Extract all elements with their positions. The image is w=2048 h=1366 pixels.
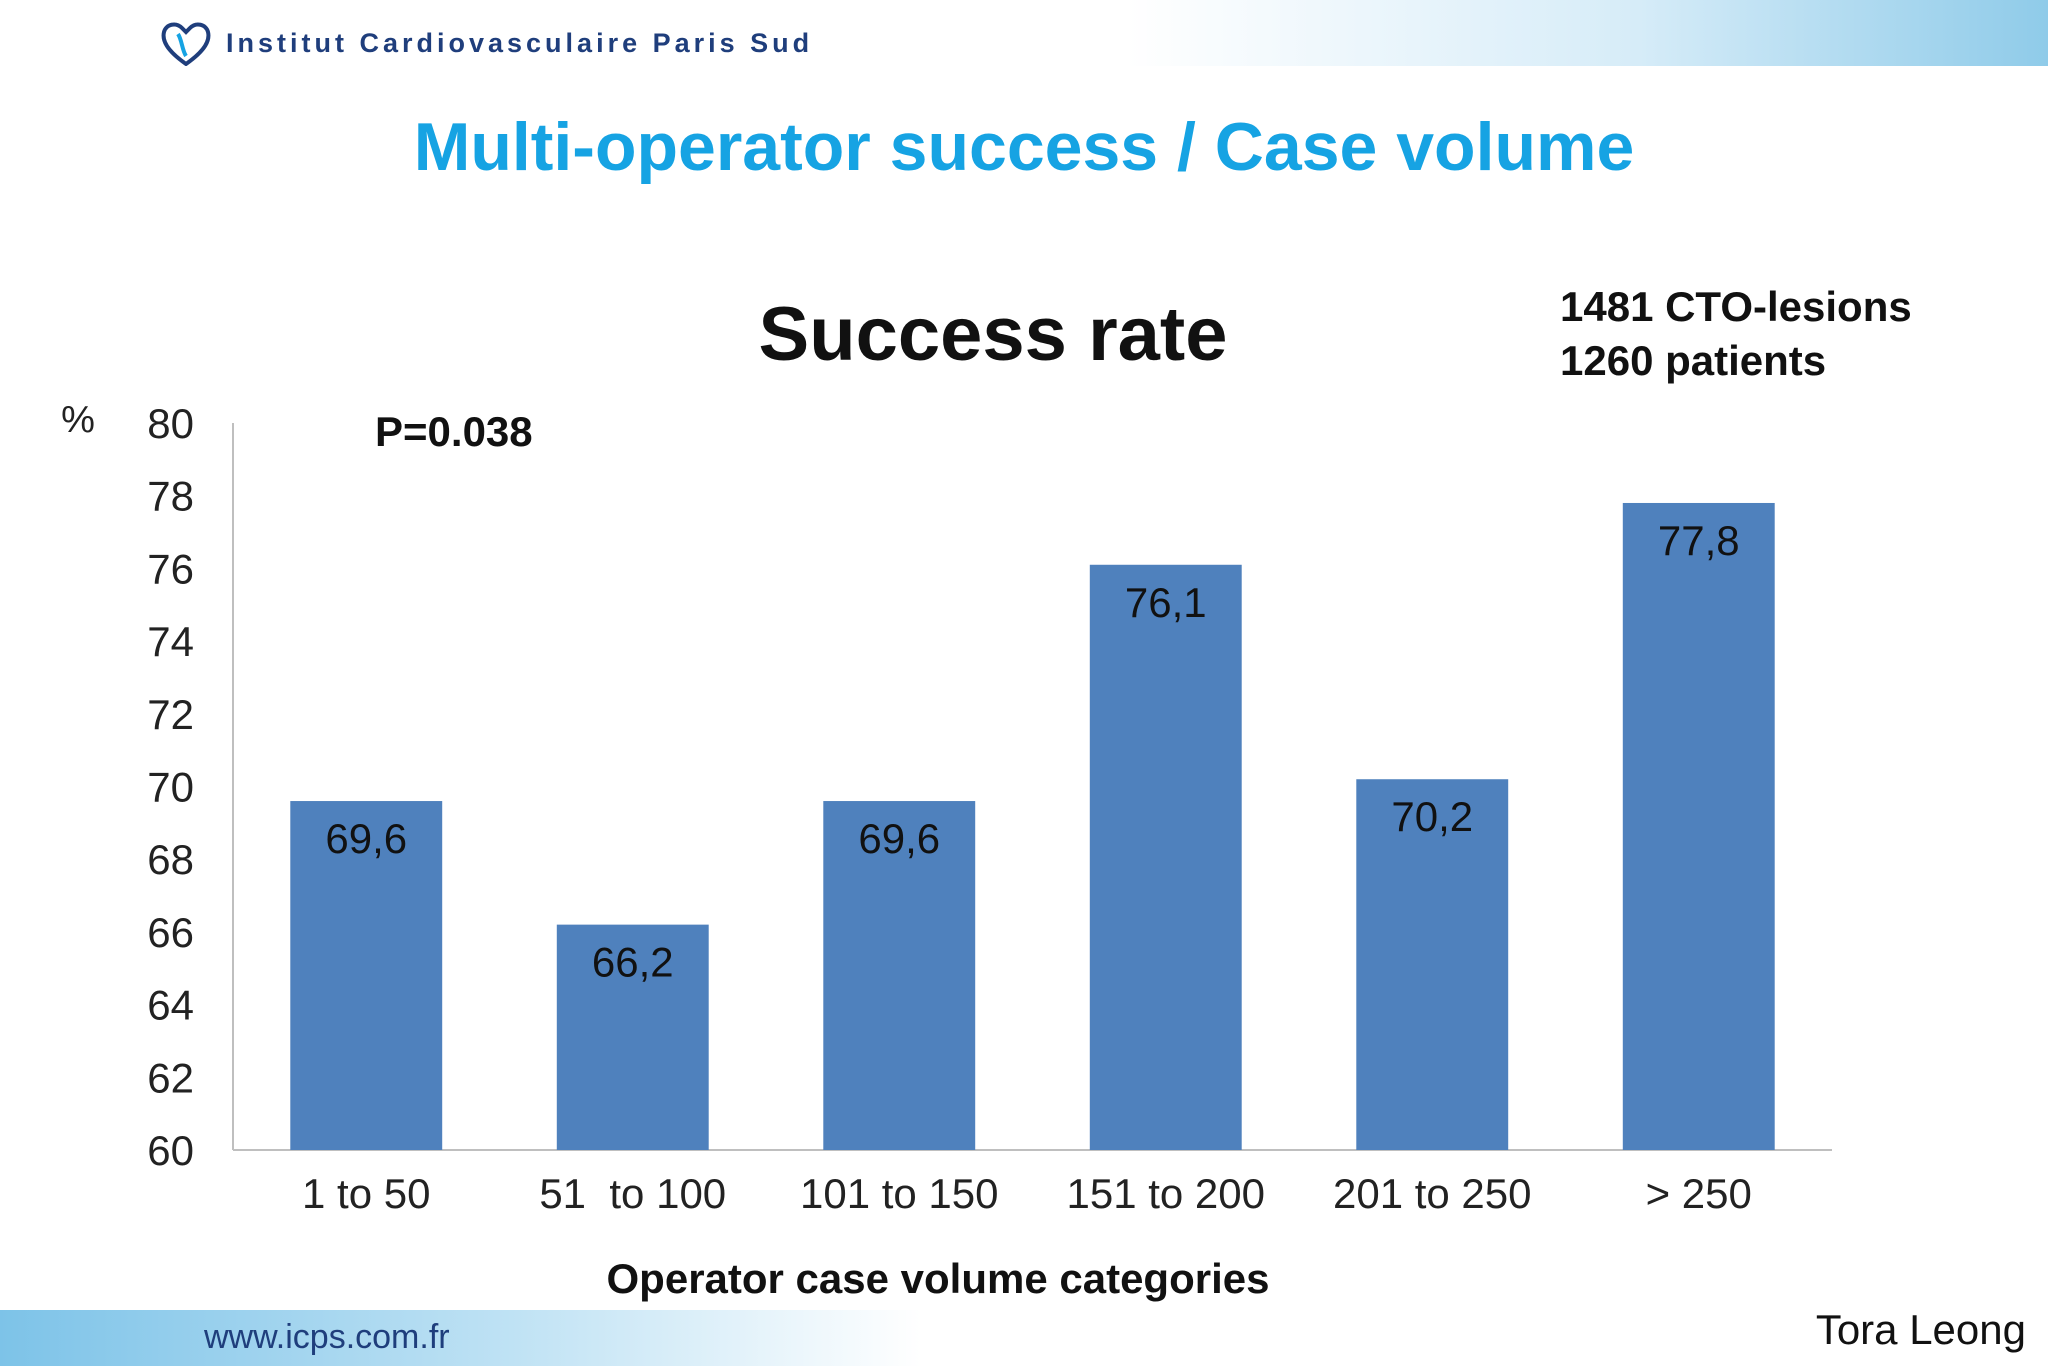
bar-value-label: 66,2 [592, 939, 674, 986]
bar-value-label: 77,8 [1658, 517, 1740, 564]
x-tick-label: 151 to 200 [1066, 1170, 1265, 1217]
bar [556, 924, 709, 1150]
x-tick-label: > 250 [1646, 1170, 1752, 1217]
bar [1089, 564, 1242, 1150]
header-band [0, 0, 2048, 66]
y-tick-label: 70 [147, 764, 194, 811]
y-tick-label: 76 [147, 545, 194, 592]
x-tick-label: 1 to 50 [302, 1170, 430, 1217]
author-name: Tora Leong [1815, 1306, 2026, 1353]
bar [1622, 502, 1775, 1151]
y-tick-label: 64 [147, 982, 194, 1029]
y-tick-label: 60 [147, 1127, 194, 1174]
bar [1356, 779, 1509, 1150]
bar-value-label: 76,1 [1125, 579, 1207, 626]
lesion-count: 1481 CTO-lesions [1560, 283, 1912, 330]
y-tick-label: 62 [147, 1054, 194, 1101]
x-tick-label: 51 to 100 [539, 1170, 726, 1217]
institute-name: Institut Cardiovasculaire Paris Sud [226, 28, 814, 58]
slide-title: Multi-operator success / Case volume [413, 109, 1635, 185]
chart-title: Success rate [759, 292, 1228, 377]
x-axis-label: Operator case volume categories [607, 1255, 1270, 1302]
bar [823, 801, 976, 1150]
x-tick-label: 201 to 250 [1333, 1170, 1532, 1217]
footer-band [0, 1310, 2048, 1366]
y-tick-label: 72 [147, 691, 194, 738]
y-tick-label: 68 [147, 836, 194, 883]
y-tick-label: 80 [147, 400, 194, 447]
x-tick-label: 101 to 150 [800, 1170, 999, 1217]
bar [290, 801, 443, 1150]
p-value-annotation: P=0.038 [375, 408, 533, 455]
stats-box: 1481 CTO-lesions 1260 patients [1560, 280, 1912, 388]
bar-value-label: 70,2 [1391, 793, 1473, 840]
heart-logo-icon [161, 22, 211, 66]
y-tick-label: 78 [147, 473, 194, 520]
bar-value-label: 69,6 [325, 815, 407, 862]
website-link[interactable]: www.icps.com.fr [204, 1318, 450, 1356]
y-axis-label: % [61, 399, 95, 441]
bar-value-label: 69,6 [858, 815, 940, 862]
y-tick-label: 66 [147, 909, 194, 956]
y-tick-label: 74 [147, 618, 194, 665]
patient-count: 1260 patients [1560, 337, 1827, 384]
